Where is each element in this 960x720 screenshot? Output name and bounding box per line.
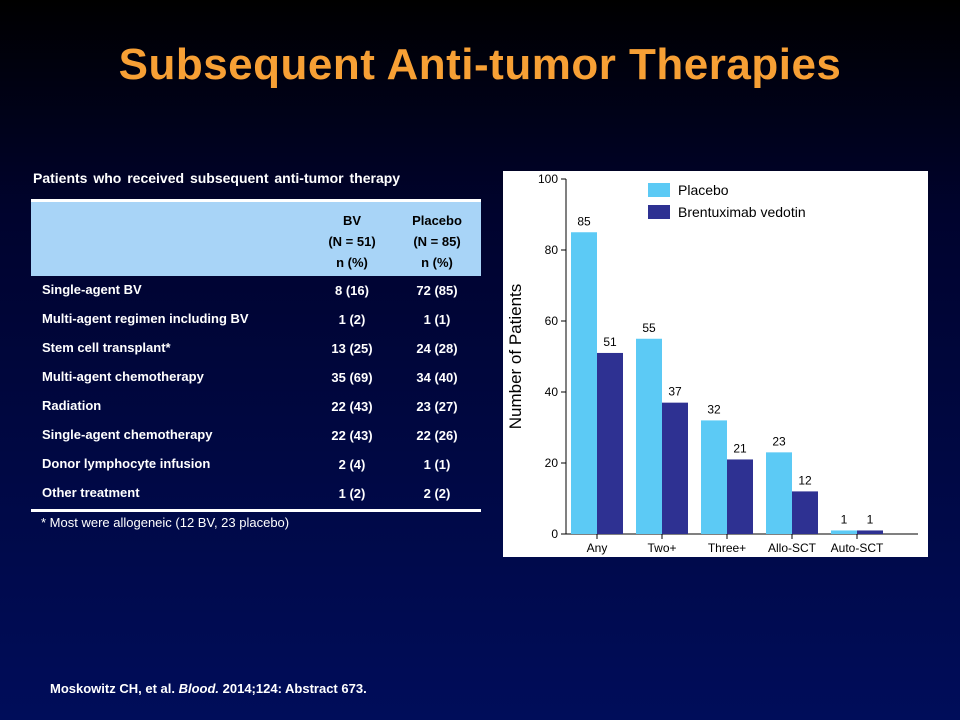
- bar-value-label: 55: [642, 321, 656, 335]
- bar-value-label: 23: [772, 434, 786, 448]
- bar-value-label: 21: [733, 441, 747, 455]
- table-bottom-rule: [31, 509, 481, 512]
- row-bv-value: 1 (2): [338, 312, 366, 327]
- bar-value-label: 1: [867, 512, 874, 526]
- therapy-table: BV (N = 51) n (%) Placebo (N = 85) n (%)…: [31, 199, 481, 512]
- row-placebo-value: 72 (85): [416, 283, 458, 298]
- row-bv-value: 13 (25): [331, 341, 373, 356]
- bar: [766, 452, 792, 534]
- table-row: Single-agent chemotherapy 22 (43) 22 (26…: [31, 421, 481, 450]
- row-placebo-value: 2 (2): [423, 486, 451, 501]
- header-placebo-line: (N = 85): [413, 234, 461, 249]
- citation: Moskowitz CH, et al. Blood. 2014;124: Ab…: [50, 681, 367, 696]
- bar-value-label: 51: [603, 335, 617, 349]
- table-caption: Patients who received subsequent anti-tu…: [33, 170, 401, 186]
- citation-details: 2014;124: Abstract 673.: [219, 681, 367, 696]
- bar-chart: 0 20 40 60 80 100 Number of Patients 85 51 Any 55 3…: [506, 172, 918, 555]
- row-placebo-value: 1 (1): [423, 457, 451, 472]
- table-header: BV (N = 51) n (%) Placebo (N = 85) n (%): [31, 199, 481, 276]
- row-label: Stem cell transplant*: [42, 340, 171, 355]
- bar: [662, 402, 688, 534]
- slide-title: Subsequent Anti-tumor Therapies: [118, 40, 842, 89]
- table-row: Stem cell transplant* 13 (25) 24 (28): [31, 334, 481, 363]
- row-placebo-value: 23 (27): [416, 399, 458, 414]
- row-placebo-value: 1 (1): [423, 312, 451, 327]
- bar: [701, 420, 727, 534]
- bar-value-label: 85: [577, 214, 591, 228]
- legend-swatch: [648, 205, 670, 219]
- y-tick-label: 0: [551, 527, 558, 541]
- row-placebo-value: 22 (26): [416, 428, 458, 443]
- bar-value-label: 37: [668, 385, 682, 399]
- bar-chart-panel: 0 20 40 60 80 100 Number of Patients 85 51 Any 55 3…: [503, 171, 928, 557]
- legend-swatch: [648, 183, 670, 197]
- bar: [597, 352, 623, 534]
- bar: [727, 459, 753, 534]
- y-tick-label: 40: [545, 385, 559, 399]
- y-tick-label: 20: [545, 456, 559, 470]
- y-tick-label: 60: [545, 314, 559, 328]
- table-row: Single-agent BV 8 (16) 72 (85): [31, 276, 481, 305]
- table-row: Radiation 22 (43) 23 (27): [31, 392, 481, 421]
- citation-authors: Moskowitz CH, et al.: [50, 681, 179, 696]
- bar-value-label: 32: [707, 402, 721, 416]
- y-axis-title: Number of Patients: [506, 284, 525, 430]
- bar: [792, 491, 818, 534]
- row-placebo-value: 24 (28): [416, 341, 458, 356]
- y-tick-label: 80: [545, 243, 559, 257]
- bar: [857, 530, 883, 534]
- table-row: Multi-agent regimen including BV 1 (2) 1…: [31, 305, 481, 334]
- row-label: Single-agent BV: [42, 282, 142, 297]
- row-label: Other treatment: [42, 485, 140, 500]
- header-bv-line: (N = 51): [328, 234, 376, 249]
- row-placebo-value: 34 (40): [416, 370, 458, 385]
- row-bv-value: 1 (2): [338, 486, 366, 501]
- y-tick-label: 100: [538, 172, 558, 186]
- row-bv-value: 8 (16): [335, 283, 369, 298]
- row-label: Donor lymphocyte infusion: [42, 456, 211, 471]
- table-row: Donor lymphocyte infusion 2 (4) 1 (1): [31, 450, 481, 479]
- row-label: Multi-agent chemotherapy: [42, 369, 204, 384]
- row-bv-value: 22 (43): [331, 399, 373, 414]
- table-footnote: * Most were allogeneic (12 BV, 23 placeb…: [41, 515, 290, 530]
- x-tick-label: Three+: [708, 541, 746, 555]
- bar: [571, 232, 597, 534]
- x-tick-label: Any: [587, 541, 608, 555]
- x-tick-label: Allo-SCT: [768, 541, 817, 555]
- bar-value-label: 1: [841, 512, 848, 526]
- x-tick-label: Auto-SCT: [831, 541, 884, 555]
- citation-journal: Blood.: [178, 681, 220, 696]
- header-placebo-line: Placebo: [412, 213, 462, 228]
- header-bv-line: BV: [342, 213, 362, 228]
- row-label: Radiation: [42, 398, 102, 413]
- legend-label: Brentuximab vedotin: [678, 204, 806, 220]
- bar: [636, 338, 662, 534]
- bar: [831, 530, 857, 534]
- legend-label: Placebo: [678, 182, 729, 198]
- header-bv-line: n (%): [336, 255, 368, 270]
- row-label: Multi-agent regimen including BV: [42, 311, 249, 326]
- row-bv-value: 22 (43): [331, 428, 373, 443]
- table-row: Multi-agent chemotherapy 35 (69) 34 (40): [31, 363, 481, 392]
- row-bv-value: 2 (4): [338, 457, 366, 472]
- row-label: Single-agent chemotherapy: [42, 427, 213, 442]
- header-placebo-line: n (%): [421, 255, 453, 270]
- row-bv-value: 35 (69): [331, 370, 373, 385]
- header-placebo: Placebo (N = 85) n (%): [395, 210, 479, 273]
- table-row: Other treatment 1 (2) 2 (2): [31, 479, 481, 508]
- header-bv: BV (N = 51) n (%): [309, 210, 395, 273]
- bar-value-label: 12: [798, 473, 812, 487]
- x-tick-label: Two+: [647, 541, 676, 555]
